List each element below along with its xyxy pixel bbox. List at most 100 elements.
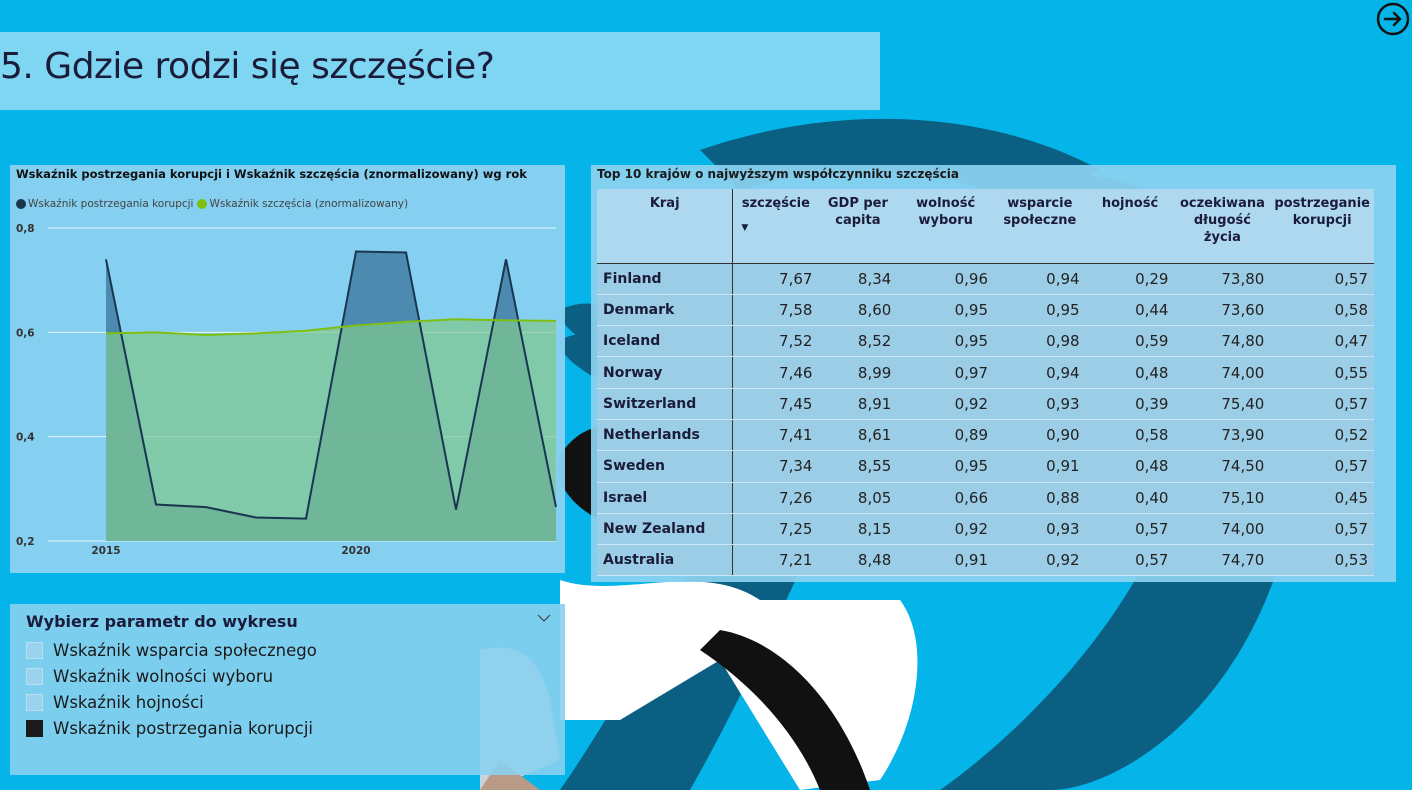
slicer-option-label: Wskaźnik postrzegania korupcji: [53, 718, 314, 738]
table-cell-country: Norway: [597, 356, 734, 389]
table-cell-country: New Zealand: [597, 513, 734, 546]
table-cell-value: 0,95: [897, 450, 995, 483]
table-cell-value: 0,40: [1085, 482, 1175, 514]
corruption-line: [105, 250, 557, 520]
column-header-hojnosc[interactable]: hojność: [1085, 189, 1175, 264]
table-cell-country: Finland: [597, 263, 734, 295]
arrow-right-circle-icon[interactable]: [1376, 2, 1410, 36]
column-header-label: Kraj: [649, 196, 680, 211]
table-cell-value: 8,61: [818, 419, 898, 452]
table-cell-value: 0,57: [1085, 544, 1175, 577]
checkbox[interactable]: [26, 641, 43, 659]
column-header-label: hojność: [1101, 196, 1159, 211]
table-cell-value: 8,55: [818, 450, 898, 483]
table-cell-value: 8,48: [818, 544, 898, 577]
table-cell-value: 0,48: [1085, 450, 1175, 483]
table-row[interactable]: Switzerland 7,45 8,91 0,92 0,93 0,39 75,40 0,57: [597, 388, 1374, 420]
table-cell-value: 0,93: [994, 388, 1086, 420]
table-row[interactable]: Norway 7,46 8,99 0,97 0,94 0,48 74,00 0,55: [597, 356, 1374, 389]
table-cell-country: Sweden: [597, 450, 734, 483]
slicer-option-wsparcie[interactable]: Wskaźnik wsparcia społecznego: [26, 639, 317, 661]
table-cell-value: 0,29: [1085, 263, 1175, 295]
y-tick-label: 0,4: [16, 432, 35, 444]
happiness-line: [105, 318, 557, 336]
table-cell-value: 7,67: [732, 263, 819, 295]
column-header-gdp[interactable]: GDP per capita: [818, 189, 898, 264]
table-cell-value: 8,99: [818, 356, 898, 389]
table-cell-value: 0,59: [1085, 325, 1175, 358]
slicer-title: Wybierz parametr do wykresu: [26, 612, 298, 631]
table-row[interactable]: Netherlands 7,41 8,61 0,89 0,90 0,58 73,90 0,52: [597, 419, 1374, 452]
column-header-kraj[interactable]: Kraj: [597, 189, 734, 264]
checkbox-checked[interactable]: [26, 719, 43, 737]
table-cell-value: 0,92: [994, 544, 1086, 577]
table-cell-value: 0,57: [1270, 388, 1374, 420]
table-body: Finland 7,67 8,34 0,96 0,94 0,29 73,80 0,57 Denm…: [597, 263, 1374, 577]
table-cell-value: 8,05: [818, 482, 898, 514]
y-tick-label: 0,6: [16, 327, 35, 339]
table-cell-value: 0,94: [994, 356, 1086, 389]
table-cell-value: 74,80: [1174, 325, 1271, 358]
top10-table: Kraj szczęście ▼ GDP per capita wolność w…: [597, 189, 1374, 577]
table-cell-value: 0,90: [994, 419, 1086, 452]
table-cell-value: 8,15: [818, 513, 898, 546]
column-header-szczescie[interactable]: szczęście ▼: [732, 189, 819, 264]
sort-descending-icon[interactable]: ▼: [741, 223, 749, 233]
table-cell-value: 0,91: [897, 544, 995, 577]
table-cell-country: Netherlands: [597, 419, 734, 452]
checkbox[interactable]: [26, 667, 43, 685]
table-cell-value: 73,80: [1174, 263, 1271, 295]
table-cell-value: 7,26: [732, 482, 819, 514]
top10-table-panel: Top 10 krajów o najwyższym współczynniku…: [591, 165, 1396, 582]
slicer-option-label: Wskaźnik hojności: [53, 692, 204, 712]
slicer-option-korupcja[interactable]: Wskaźnik postrzegania korupcji: [26, 717, 313, 739]
chart-canvas: 0,8 0,6 0,4 0,2 2015 2020: [16, 223, 557, 557]
parameter-slicer-panel: Wybierz parametr do wykresu Wskaźnik wsp…: [10, 604, 565, 775]
column-header-label: wsparcie społeczne: [1003, 196, 1077, 228]
table-row[interactable]: Israel 7,26 8,05 0,66 0,88 0,40 75,10 0,45: [597, 482, 1374, 514]
column-header-wsparcie[interactable]: wsparcie społeczne: [994, 189, 1086, 264]
column-header-korupcja[interactable]: postrzeganie korupcji: [1270, 189, 1374, 264]
table-cell-country: Israel: [597, 482, 734, 514]
table-cell-value: 74,70: [1174, 544, 1271, 577]
table-cell-value: 0,97: [897, 356, 995, 389]
table-cell-value: 0,58: [1270, 294, 1374, 327]
table-row[interactable]: Iceland 7,52 8,52 0,95 0,98 0,59 74,80 0,47: [597, 325, 1374, 358]
column-header-label: wolność wyboru: [916, 196, 976, 228]
table-cell-value: 0,96: [897, 263, 995, 295]
column-header-label: postrzeganie korupcji: [1274, 196, 1370, 228]
table-cell-value: 8,34: [818, 263, 898, 295]
table-cell-value: 0,48: [1085, 356, 1175, 389]
table-row[interactable]: Finland 7,67 8,34 0,96 0,94 0,29 73,80 0,57: [597, 263, 1374, 295]
table-cell-value: 0,55: [1270, 356, 1374, 389]
table-row[interactable]: Denmark 7,58 8,60 0,95 0,95 0,44 73,60 0,58: [597, 294, 1374, 327]
table-cell-value: 0,95: [994, 294, 1086, 327]
table-title: Top 10 krajów o najwyższym współczynniku…: [597, 167, 959, 181]
table-cell-value: 0,95: [897, 294, 995, 327]
table-row[interactable]: Sweden 7,34 8,55 0,95 0,91 0,48 74,50 0,57: [597, 450, 1374, 483]
table-cell-value: 0,92: [897, 388, 995, 420]
chevron-down-icon[interactable]: [537, 612, 551, 624]
slicer-option-wolnosc[interactable]: Wskaźnik wolności wyboru: [26, 665, 273, 687]
chart-title: Wskaźnik postrzegania korupcji i Wskaźni…: [16, 167, 527, 181]
x-tick-label: 2015: [91, 545, 120, 557]
table-row[interactable]: New Zealand 7,25 8,15 0,92 0,93 0,57 74,00 0,57: [597, 513, 1374, 546]
slicer-option-label: Wskaźnik wolności wyboru: [53, 666, 274, 686]
legend-item-happiness[interactable]: Wskaźnik szczęścia (znormalizowany): [197, 198, 408, 210]
table-cell-value: 0,52: [1270, 419, 1374, 452]
table-cell-value: 7,21: [732, 544, 819, 577]
checkbox[interactable]: [26, 693, 43, 711]
legend-item-corruption[interactable]: Wskaźnik postrzegania korupcji: [16, 198, 193, 210]
table-row[interactable]: Australia 7,21 8,48 0,91 0,92 0,57 74,70 0,53: [597, 544, 1374, 577]
legend-dot-icon: [197, 199, 208, 209]
column-header-wolnosc[interactable]: wolność wyboru: [897, 189, 995, 264]
table-cell-value: 0,57: [1270, 450, 1374, 483]
slicer-option-hojnosc[interactable]: Wskaźnik hojności: [26, 691, 204, 713]
table-cell-value: 74,00: [1174, 513, 1271, 546]
column-header-dlugosc-zycia[interactable]: oczekiwana długość życia: [1174, 189, 1271, 264]
table-cell-value: 0,94: [994, 263, 1086, 295]
table-cell-value: 0,98: [994, 325, 1086, 358]
column-header-label: oczekiwana długość życia: [1179, 196, 1265, 245]
table-cell-value: 0,91: [994, 450, 1086, 483]
table-cell-value: 74,00: [1174, 356, 1271, 389]
